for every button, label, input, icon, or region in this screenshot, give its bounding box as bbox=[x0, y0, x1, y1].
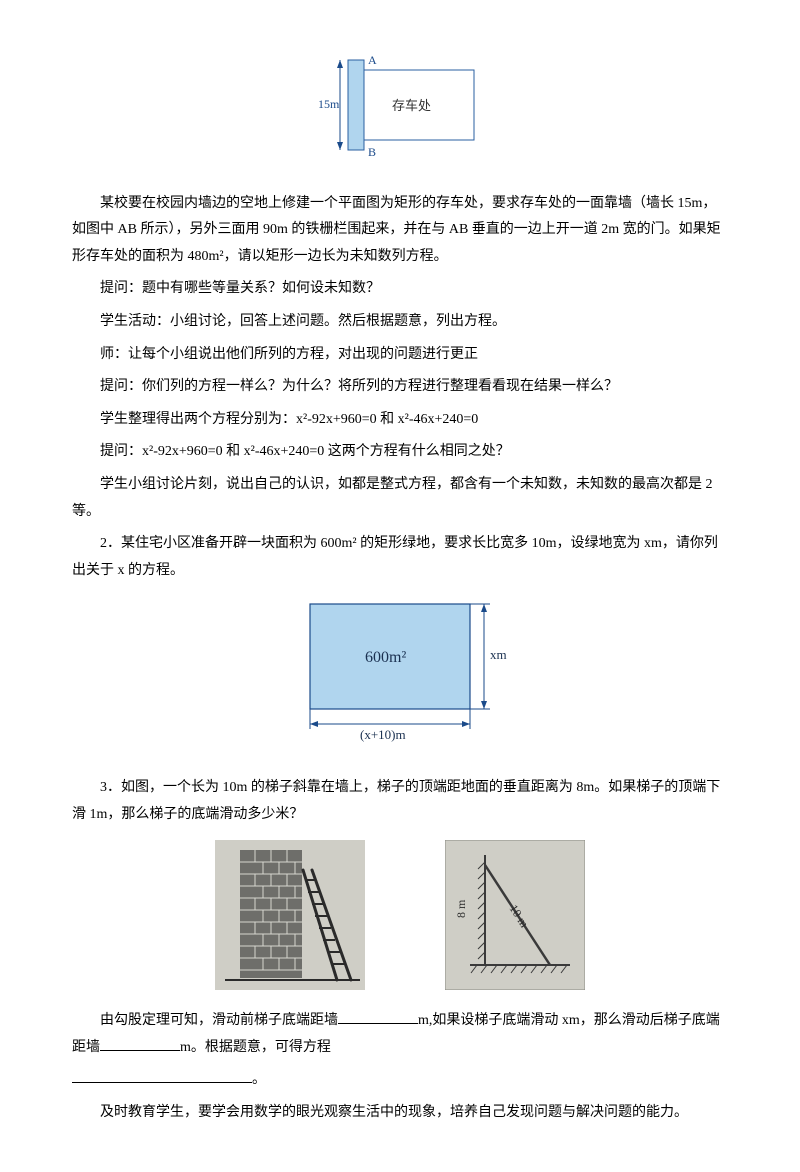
svg-text:(x+10)m: (x+10)m bbox=[360, 727, 406, 742]
fig3-triangle-svg: 8 m 10 m bbox=[445, 840, 585, 990]
svg-text:xm: xm bbox=[490, 647, 507, 662]
equations: 学生整理得出两个方程分别为：x²-92x+960=0 和 x²-46x+240=… bbox=[72, 407, 728, 434]
svg-text:存车处: 存车处 bbox=[392, 98, 431, 113]
fig3-ladder-svg bbox=[215, 840, 365, 990]
conclusion: 及时教育学生，要学会用数学的眼光观察生活中的现象，培养自己发现问题与解决问题的能… bbox=[72, 1100, 728, 1127]
blank-1 bbox=[338, 1009, 418, 1024]
question-1: 提问：题中有哪些等量关系？如何设未知数？ bbox=[72, 276, 728, 303]
svg-text:600m²: 600m² bbox=[365, 649, 406, 666]
svg-text:B: B bbox=[368, 145, 376, 159]
fig2-svg: 600m² (x+10)m xm bbox=[280, 594, 520, 744]
problem-1-text: 某校要在校园内墙边的空地上修建一个平面图为矩形的存车处，要求存车处的一面靠墙（墙… bbox=[72, 191, 728, 271]
question-3: 提问：x²-92x+960=0 和 x²-46x+240=0 这两个方程有什么相… bbox=[72, 439, 728, 466]
problem-3-text: 3．如图，一个长为 10m 的梯子斜靠在墙上，梯子的顶端距地面的垂直距离为 8m… bbox=[72, 775, 728, 828]
svg-text:A: A bbox=[368, 53, 377, 67]
p11c: m。根据题意，可得方程 bbox=[180, 1040, 331, 1055]
figure-ladder-row: 8 m 10 m bbox=[72, 840, 728, 990]
discussion-1: 学生小组讨论片刻，说出自己的认识，如都是整式方程，都含有一个未知数，未知数的最高… bbox=[72, 472, 728, 525]
teacher-1: 师：让每个小组说出他们所列的方程，对出现的问题进行更正 bbox=[72, 342, 728, 369]
fig1-svg: 15m A B 存车处 bbox=[300, 50, 500, 160]
problem-3-fill-end: 。 bbox=[72, 1067, 728, 1094]
blank-2 bbox=[100, 1036, 180, 1051]
p11d: 。 bbox=[252, 1072, 266, 1087]
activity-1: 学生活动：小组讨论，回答上述问题。然后根据题意，列出方程。 bbox=[72, 309, 728, 336]
blank-3 bbox=[72, 1068, 252, 1083]
figure-green-rect: 600m² (x+10)m xm bbox=[72, 594, 728, 755]
p11a: 由勾股定理可知，滑动前梯子底端距墙 bbox=[100, 1013, 338, 1028]
svg-text:8 m: 8 m bbox=[454, 899, 468, 918]
figure-parking: 15m A B 存车处 bbox=[72, 50, 728, 171]
svg-text:15m: 15m bbox=[318, 97, 340, 111]
question-2: 提问：你们列的方程一样么？为什么？将所列的方程进行整理看看现在结果一样么？ bbox=[72, 374, 728, 401]
problem-3-fill: 由勾股定理可知，滑动前梯子底端距墙m,如果设梯子底端滑动 xm，那么滑动后梯子底… bbox=[72, 1008, 728, 1061]
problem-2-text: 2．某住宅小区准备开辟一块面积为 600m² 的矩形绿地，要求长比宽多 10m，… bbox=[72, 531, 728, 584]
